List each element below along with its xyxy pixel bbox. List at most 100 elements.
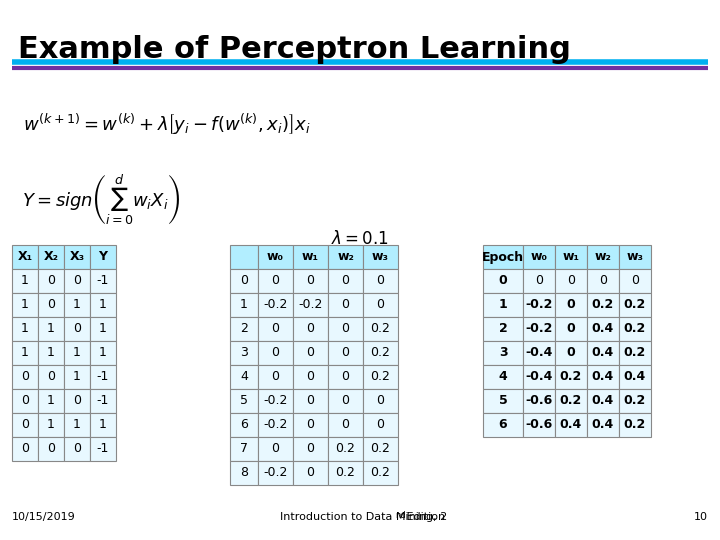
Text: 0: 0	[271, 442, 279, 456]
Text: -0.2: -0.2	[264, 299, 288, 312]
Bar	[38, 413, 64, 437]
Bar	[555, 293, 587, 317]
Text: 1: 1	[73, 347, 81, 360]
Bar	[12, 437, 38, 461]
Text: w₀: w₀	[267, 251, 284, 264]
Text: -0.4: -0.4	[526, 370, 553, 383]
Bar	[258, 437, 293, 461]
Text: 0: 0	[377, 274, 384, 287]
Bar	[328, 389, 363, 413]
Bar	[555, 341, 587, 365]
Bar	[328, 413, 363, 437]
Text: 0: 0	[341, 299, 349, 312]
Text: -0.6: -0.6	[526, 395, 553, 408]
Bar	[64, 437, 90, 461]
Bar	[258, 461, 293, 485]
Text: 0.2: 0.2	[624, 299, 646, 312]
Text: 1: 1	[21, 347, 29, 360]
Bar	[587, 413, 619, 437]
Bar	[328, 317, 363, 341]
Bar	[523, 269, 555, 293]
Bar	[328, 461, 363, 485]
Text: 0.2: 0.2	[560, 370, 582, 383]
Text: 0: 0	[307, 442, 315, 456]
Bar	[328, 293, 363, 317]
Bar	[90, 269, 116, 293]
Text: 0: 0	[631, 274, 639, 287]
Bar	[38, 317, 64, 341]
Bar	[90, 317, 116, 341]
Text: 0.2: 0.2	[371, 442, 390, 456]
Bar	[38, 293, 64, 317]
Bar	[483, 269, 523, 293]
Bar	[230, 461, 258, 485]
Bar	[555, 389, 587, 413]
Text: 0: 0	[47, 274, 55, 287]
Text: Example of Perceptron Learning: Example of Perceptron Learning	[18, 35, 571, 64]
Text: 0: 0	[499, 274, 508, 287]
Bar	[64, 293, 90, 317]
Text: -0.2: -0.2	[526, 299, 553, 312]
Bar	[483, 341, 523, 365]
Text: 0: 0	[47, 442, 55, 456]
Bar	[230, 245, 258, 269]
Bar	[90, 389, 116, 413]
Bar	[293, 365, 328, 389]
Text: Introduction to Data Mining, 2: Introduction to Data Mining, 2	[280, 512, 447, 522]
Text: 0: 0	[21, 370, 29, 383]
Bar	[587, 293, 619, 317]
Text: 1: 1	[99, 418, 107, 431]
Bar	[230, 413, 258, 437]
Text: -0.6: -0.6	[526, 418, 553, 431]
Bar	[64, 389, 90, 413]
Text: -0.4: -0.4	[526, 347, 553, 360]
Bar	[230, 269, 258, 293]
Bar	[64, 365, 90, 389]
Text: 0: 0	[341, 370, 349, 383]
Bar	[587, 317, 619, 341]
Bar	[258, 293, 293, 317]
Text: 0.4: 0.4	[624, 370, 646, 383]
Bar	[555, 365, 587, 389]
Bar	[619, 389, 651, 413]
Bar	[38, 341, 64, 365]
Text: 0.4: 0.4	[560, 418, 582, 431]
Bar	[230, 365, 258, 389]
Bar	[555, 413, 587, 437]
Text: 0: 0	[341, 395, 349, 408]
Bar	[523, 365, 555, 389]
Text: 0.2: 0.2	[371, 370, 390, 383]
Bar	[90, 437, 116, 461]
Text: 6: 6	[240, 418, 248, 431]
Bar	[328, 245, 363, 269]
Bar	[587, 245, 619, 269]
Bar	[258, 365, 293, 389]
Bar	[363, 269, 398, 293]
Bar	[293, 341, 328, 365]
Bar	[483, 245, 523, 269]
Text: Y: Y	[99, 251, 107, 264]
Text: w₁: w₁	[562, 251, 580, 264]
Text: 0.2: 0.2	[336, 442, 356, 456]
Text: w₃: w₃	[372, 251, 389, 264]
Bar	[12, 245, 38, 269]
Text: 0: 0	[377, 299, 384, 312]
Bar	[363, 365, 398, 389]
Text: -1: -1	[96, 442, 109, 456]
Bar	[230, 317, 258, 341]
Bar	[619, 317, 651, 341]
Bar	[523, 413, 555, 437]
Text: 0.2: 0.2	[624, 347, 646, 360]
Text: 0: 0	[341, 322, 349, 335]
Bar	[293, 293, 328, 317]
Text: 0: 0	[73, 395, 81, 408]
Text: 3: 3	[240, 347, 248, 360]
Text: 1: 1	[240, 299, 248, 312]
Text: -1: -1	[96, 395, 109, 408]
Text: 1: 1	[99, 347, 107, 360]
Text: w₂: w₂	[595, 251, 611, 264]
Bar	[293, 437, 328, 461]
Bar	[523, 317, 555, 341]
Text: 0: 0	[73, 442, 81, 456]
Text: 0.2: 0.2	[624, 322, 646, 335]
